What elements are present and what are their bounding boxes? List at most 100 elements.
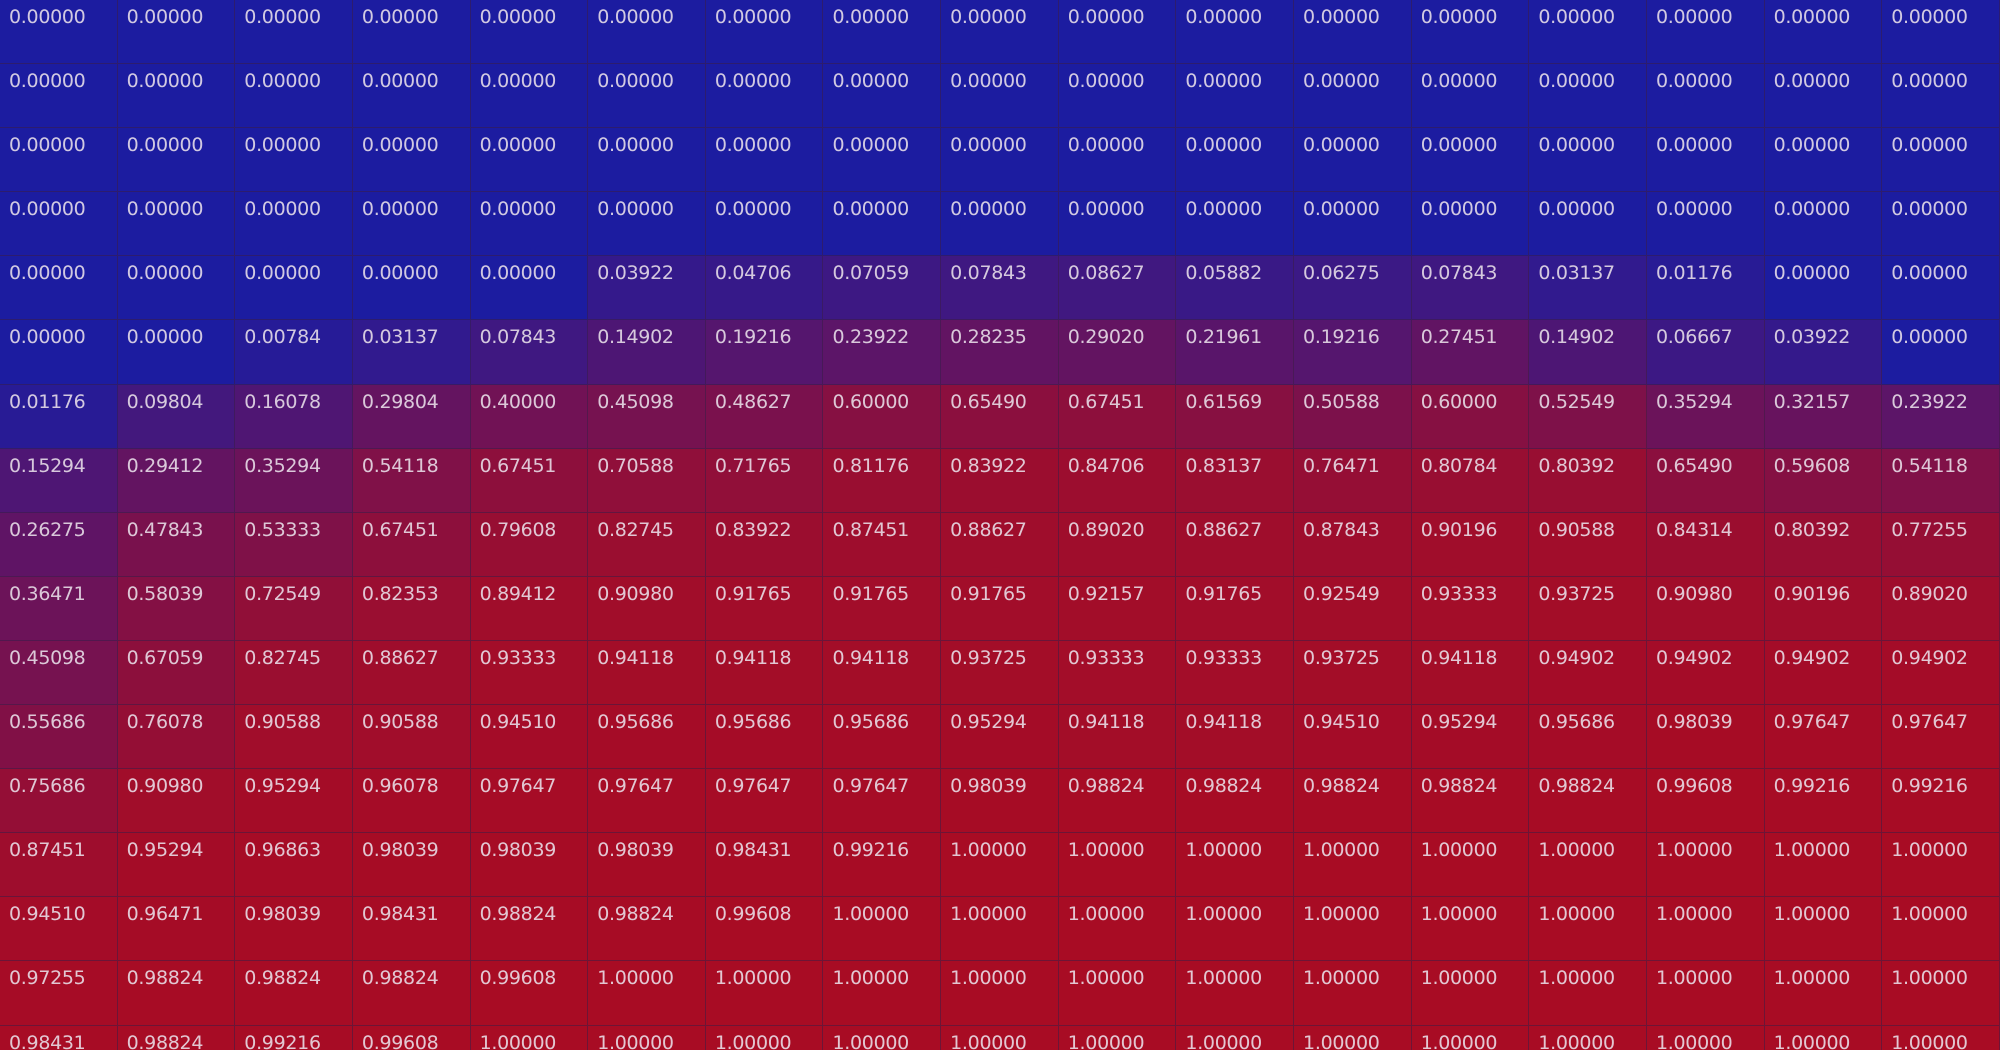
heatmap-cell: 0.14902 bbox=[588, 320, 706, 385]
heatmap-cell: 1.00000 bbox=[1411, 897, 1530, 962]
heatmap-cell: 0.00000 bbox=[1882, 192, 2000, 257]
heatmap-cell: 0.54118 bbox=[352, 448, 471, 513]
heatmap-cell: 0.89412 bbox=[470, 576, 589, 641]
heatmap-cell: 0.70588 bbox=[588, 448, 706, 513]
heatmap-cell: 0.99216 bbox=[823, 833, 942, 898]
heatmap-cell: 0.71765 bbox=[705, 448, 824, 513]
heatmap-cell: 1.00000 bbox=[1646, 961, 1765, 1026]
heatmap-cell: 0.00000 bbox=[1764, 0, 1883, 65]
heatmap-cell: 0.95686 bbox=[705, 705, 824, 770]
heatmap-cell: 0.00000 bbox=[1764, 192, 1883, 257]
heatmap-cell: 0.98824 bbox=[1058, 769, 1177, 834]
heatmap-cell: 0.54118 bbox=[1882, 448, 2000, 513]
heatmap-cell: 0.88627 bbox=[941, 512, 1059, 577]
heatmap-cell: 1.00000 bbox=[1529, 1025, 1647, 1050]
heatmap-cell: 0.06275 bbox=[1294, 256, 1412, 321]
heatmap-cell: 0.93725 bbox=[1529, 576, 1647, 641]
heatmap-cell: 0.40000 bbox=[470, 384, 589, 449]
heatmap-cell: 0.00000 bbox=[705, 192, 824, 257]
heatmap-cell: 0.29020 bbox=[1058, 320, 1177, 385]
heatmap-cell: 0.61569 bbox=[1176, 384, 1295, 449]
heatmap-cell: 0.93333 bbox=[470, 640, 589, 706]
heatmap-cell: 0.29412 bbox=[117, 448, 236, 513]
heatmap-cell: 0.00000 bbox=[352, 0, 471, 65]
heatmap-cell: 0.98824 bbox=[1411, 769, 1530, 834]
heatmap-cell: 0.19216 bbox=[1294, 320, 1412, 385]
heatmap-cell: 0.90196 bbox=[1764, 576, 1883, 641]
heatmap-cell: 0.97647 bbox=[823, 769, 942, 834]
heatmap-cell: 0.90980 bbox=[117, 769, 236, 834]
heatmap-cell: 0.92157 bbox=[1058, 576, 1177, 641]
heatmap-cell: 0.82353 bbox=[352, 576, 471, 641]
heatmap-cell: 0.00000 bbox=[1764, 256, 1883, 321]
heatmap-cell: 1.00000 bbox=[1411, 961, 1530, 1026]
heatmap-cell: 0.00000 bbox=[1646, 128, 1765, 193]
heatmap-cell: 0.00000 bbox=[1294, 64, 1412, 129]
heatmap-cell: 1.00000 bbox=[588, 1025, 706, 1050]
heatmap-cell: 0.00000 bbox=[470, 192, 589, 257]
heatmap-cell: 0.00000 bbox=[1411, 128, 1530, 193]
heatmap-cell: 1.00000 bbox=[1764, 1025, 1883, 1050]
heatmap-cell: 0.00000 bbox=[823, 64, 942, 129]
heatmap-cell: 0.00000 bbox=[235, 0, 353, 65]
heatmap-cell: 0.91765 bbox=[705, 576, 824, 641]
heatmap-cell: 0.98039 bbox=[235, 897, 353, 962]
heatmap-cell: 0.36471 bbox=[0, 576, 118, 641]
heatmap-cell: 0.00000 bbox=[588, 128, 706, 193]
heatmap-cell: 0.00000 bbox=[1764, 128, 1883, 193]
heatmap-cell: 0.99608 bbox=[470, 961, 589, 1026]
heatmap-cell: 0.50588 bbox=[1294, 384, 1412, 449]
heatmap-cell: 0.00000 bbox=[117, 192, 236, 257]
heatmap-cell: 0.99608 bbox=[352, 1025, 471, 1050]
heatmap-cell: 0.99608 bbox=[705, 897, 824, 962]
heatmap-cell: 0.72549 bbox=[235, 576, 353, 641]
heatmap-cell: 1.00000 bbox=[1294, 1025, 1412, 1050]
heatmap-cell: 0.94902 bbox=[1529, 640, 1647, 706]
heatmap-cell: 0.00000 bbox=[1882, 256, 2000, 321]
heatmap-cell: 1.00000 bbox=[470, 1025, 589, 1050]
heatmap-cell: 0.99216 bbox=[1882, 769, 2000, 834]
heatmap-cell: 0.48627 bbox=[705, 384, 824, 449]
heatmap-cell: 0.00000 bbox=[588, 64, 706, 129]
heatmap-cell: 0.00000 bbox=[1646, 192, 1765, 257]
heatmap-cell: 0.87451 bbox=[0, 833, 118, 898]
heatmap-cell: 0.60000 bbox=[1411, 384, 1530, 449]
heatmap-cell: 1.00000 bbox=[1058, 833, 1177, 898]
heatmap-cell: 0.67059 bbox=[117, 640, 236, 706]
heatmap-cell: 0.76078 bbox=[117, 705, 236, 770]
heatmap-cell: 0.99608 bbox=[1646, 769, 1765, 834]
heatmap-cell: 0.91765 bbox=[941, 576, 1059, 641]
heatmap-cell: 0.96078 bbox=[352, 769, 471, 834]
heatmap-cell: 1.00000 bbox=[1882, 1025, 2000, 1050]
heatmap-cell: 0.83922 bbox=[705, 512, 824, 577]
heatmap-cell: 0.82745 bbox=[235, 640, 353, 706]
heatmap-cell: 0.00000 bbox=[0, 256, 118, 321]
heatmap-cell: 0.89020 bbox=[1058, 512, 1177, 577]
heatmap-cell: 0.97647 bbox=[705, 769, 824, 834]
heatmap-cell: 0.83922 bbox=[941, 448, 1059, 513]
heatmap-cell: 1.00000 bbox=[1176, 897, 1295, 962]
heatmap-cell: 0.80392 bbox=[1764, 512, 1883, 577]
heatmap-cell: 0.29804 bbox=[352, 384, 471, 449]
heatmap-cell: 0.00000 bbox=[1882, 64, 2000, 129]
heatmap-cell: 1.00000 bbox=[705, 961, 824, 1026]
heatmap-cell: 0.00000 bbox=[0, 0, 118, 65]
heatmap-cell: 1.00000 bbox=[1058, 897, 1177, 962]
heatmap-cell: 0.00000 bbox=[1058, 64, 1177, 129]
heatmap-cell: 0.94118 bbox=[1411, 640, 1530, 706]
heatmap-cell: 0.98824 bbox=[1529, 769, 1647, 834]
heatmap-cell: 0.00000 bbox=[0, 192, 118, 257]
heatmap-cell: 0.09804 bbox=[117, 384, 236, 449]
heatmap-cell: 0.00000 bbox=[0, 64, 118, 129]
heatmap-cell: 0.00000 bbox=[117, 128, 236, 193]
heatmap-cell: 1.00000 bbox=[1176, 833, 1295, 898]
heatmap-cell: 0.00000 bbox=[1529, 64, 1647, 129]
heatmap-cell: 0.00000 bbox=[1529, 128, 1647, 193]
heatmap-cell: 1.00000 bbox=[1529, 897, 1647, 962]
heatmap-cell: 0.00000 bbox=[235, 128, 353, 193]
heatmap-cell: 1.00000 bbox=[823, 1025, 942, 1050]
heatmap-cell: 0.00000 bbox=[1411, 64, 1530, 129]
heatmap-cell: 0.00000 bbox=[470, 0, 589, 65]
heatmap-cell: 0.99216 bbox=[235, 1025, 353, 1050]
